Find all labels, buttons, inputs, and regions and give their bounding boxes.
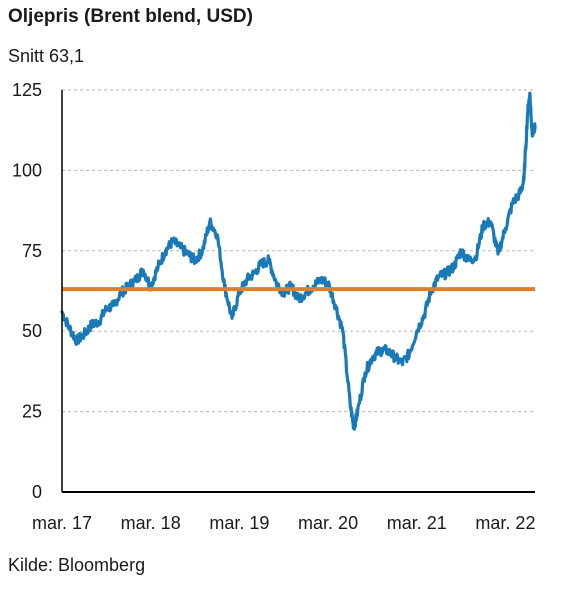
y-tick-label: 125 (12, 80, 42, 100)
x-axis-ticks: mar. 17 mar. 18 mar. 19 mar. 20 mar. 21 mar. … (32, 513, 535, 533)
x-tick-label: mar. 17 (32, 513, 92, 533)
y-tick-label: 50 (22, 321, 42, 341)
x-tick-label: mar. 22 (475, 513, 535, 533)
x-tick-label: mar. 19 (209, 513, 269, 533)
x-tick-label: mar. 21 (387, 513, 447, 533)
x-tick-label: mar. 18 (121, 513, 181, 533)
source-note: Kilde: Bloomberg (8, 555, 146, 575)
y-tick-label: 25 (22, 402, 42, 422)
series-layer (60, 91, 537, 431)
y-tick-label: 0 (32, 482, 42, 502)
x-tick-label: mar. 20 (298, 513, 358, 533)
chart-subtitle: Snitt 63,1 (8, 46, 85, 66)
y-tick-label: 75 (22, 241, 42, 261)
gridlines (62, 89, 535, 413)
series-line (60, 91, 537, 431)
y-axis-ticks: 0 25 50 75 100 125 (12, 80, 42, 502)
y-tick-label: 100 (12, 160, 42, 180)
axes (61, 90, 535, 493)
chart-title: Oljepris (Brent blend, USD) (8, 6, 253, 27)
